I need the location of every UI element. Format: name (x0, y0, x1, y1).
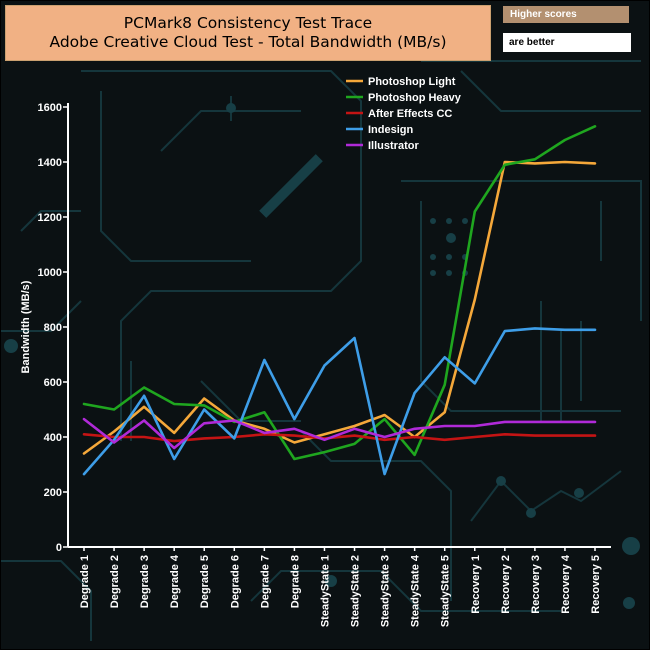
legend-label: After Effects CC (368, 108, 452, 120)
x-tick-label: Degrade 1 (79, 555, 91, 608)
x-tick-label: SteadyState 3 (380, 555, 392, 627)
x-tick-label: Recovery 4 (560, 554, 572, 614)
series-line-indesign (82, 327, 597, 476)
y-tick-label: 0 (56, 542, 62, 554)
x-tick-label: SteadyState 5 (440, 555, 452, 627)
series-line-photoshop-heavy (82, 125, 597, 461)
x-tick-label: Recovery 5 (590, 555, 602, 614)
x-tick-label: Degrade 6 (229, 555, 241, 608)
legend-label: Indesign (368, 124, 414, 136)
y-axis-title: Bandwidth (MB/s) (20, 280, 32, 373)
x-tick-label: SteadyState 4 (410, 554, 422, 627)
x-tick-label: Recovery 3 (530, 555, 542, 614)
y-tick-label: 1200 (38, 212, 62, 224)
higher-scores-badge: Higher scores (503, 6, 629, 23)
chart-title-line1: PCMark8 Consistency Test Trace (123, 14, 373, 32)
chart-title-line2: Adobe Creative Cloud Test - Total Bandwi… (49, 33, 447, 51)
chart-title-box: PCMark8 Consistency Test Trace Adobe Cre… (5, 5, 491, 61)
legend-label: Photoshop Light (368, 76, 456, 88)
y-tick-label: 800 (44, 322, 62, 334)
y-tick-label: 1000 (38, 267, 62, 279)
x-tick-label: Degrade 7 (259, 555, 271, 608)
x-tick-label: Recovery 1 (470, 555, 482, 614)
legend-label: Illustrator (368, 140, 419, 152)
x-tick-label: SteadyState 1 (319, 555, 331, 627)
x-tick-label: Recovery 2 (500, 555, 512, 614)
series-line-after-effects-cc (82, 432, 597, 443)
x-tick-label: SteadyState 2 (350, 555, 362, 627)
x-tick-label: Degrade 2 (109, 555, 121, 608)
y-tick-label: 1400 (38, 157, 62, 169)
y-tick-label: 600 (44, 377, 62, 389)
y-tick-label: 400 (44, 432, 62, 444)
series-line-photoshop-light (82, 160, 597, 455)
x-tick-label: Degrade 5 (199, 555, 211, 608)
legend-label: Photoshop Heavy (368, 92, 462, 104)
series-line-illustrator (82, 417, 597, 450)
are-better-badge: are better (503, 33, 631, 52)
y-tick-label: 1600 (38, 102, 62, 114)
y-tick-label: 200 (44, 487, 62, 499)
x-tick-label: Degrade 3 (139, 555, 151, 608)
x-tick-label: Degrade 8 (289, 555, 301, 608)
x-tick-label: Degrade 4 (169, 554, 181, 608)
